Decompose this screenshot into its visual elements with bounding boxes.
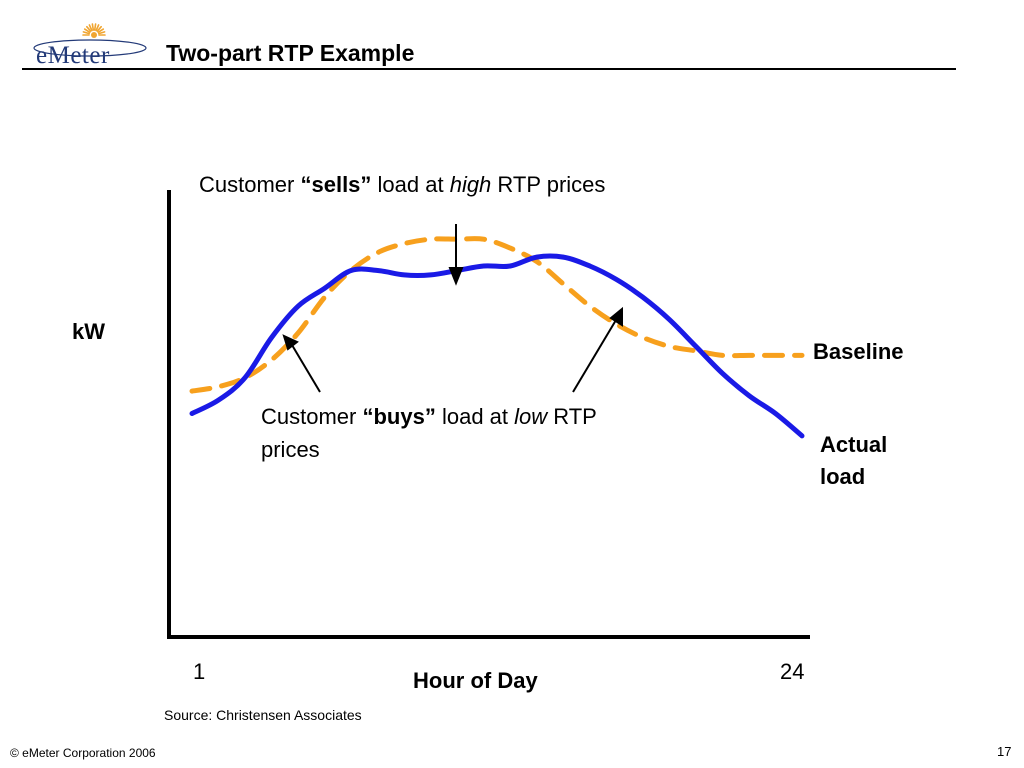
sun-icon	[33, 23, 147, 57]
sun-ray	[96, 25, 102, 32]
buys-suffix: RTP	[547, 404, 597, 429]
buys-annotation: Customer “buys” load at low RTP	[261, 404, 597, 430]
sells-prefix: Customer	[199, 172, 301, 197]
sun-ray	[83, 28, 91, 34]
buys-emphasis: “buys”	[362, 404, 436, 429]
slide-title: Two-part RTP Example	[166, 40, 415, 66]
x-axis-label: Hour of Day	[413, 668, 538, 693]
buys-arrow-right-shaft	[572, 319, 617, 393]
sun-ray	[82, 31, 91, 35]
logo-swoosh	[33, 39, 147, 57]
sells-annotation: Customer “sells” load at high RTP prices	[199, 172, 605, 198]
buys-italic: low	[514, 404, 548, 429]
sells-emphasis: “sells”	[300, 172, 372, 197]
x-tick-label-end: 24	[780, 659, 805, 684]
buys-arrow-right-head	[609, 306, 623, 327]
sun-ray	[88, 24, 93, 32]
buys-annotation-line2: prices	[261, 437, 320, 462]
buys-mid: load at	[435, 404, 515, 429]
emeter-logo: eMeter	[28, 22, 160, 70]
page-number: 17	[997, 744, 1012, 759]
buys-arrow-left-head	[282, 334, 299, 351]
sun-ray	[85, 25, 92, 32]
buys-arrow-left-shaft	[291, 344, 321, 393]
actual-load-series-line	[189, 253, 805, 439]
sun-ray	[91, 23, 95, 31]
sells-italic: high	[449, 172, 492, 197]
copyright-text: © eMeter Corporation 2006	[10, 746, 156, 760]
y-axis-label: kW	[72, 319, 105, 344]
title-divider	[22, 68, 956, 70]
actual-load-series-label: Actual load	[820, 432, 888, 489]
source-note: Source: Christensen Associates	[164, 707, 362, 723]
baseline-series-line	[189, 236, 805, 394]
x-tick-label-start: 1	[193, 659, 206, 684]
logo-text: eMeter	[36, 42, 110, 69]
sun-core	[91, 32, 97, 38]
sun-ray	[98, 31, 106, 35]
sells-mid: load at	[371, 172, 450, 197]
baseline-series-label: Baseline	[813, 339, 904, 364]
sells-arrow-head	[448, 267, 464, 286]
sun-ray	[93, 23, 97, 31]
buys-prefix: Customer	[261, 404, 363, 429]
sun-ray	[97, 28, 105, 34]
sun-ray	[95, 24, 100, 32]
sells-suffix: RTP prices	[491, 172, 606, 197]
